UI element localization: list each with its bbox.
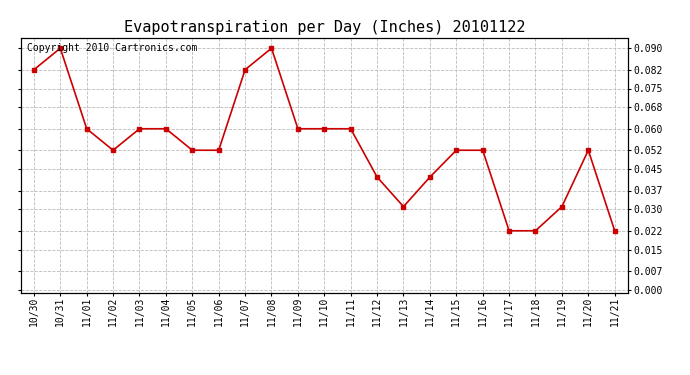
Text: Copyright 2010 Cartronics.com: Copyright 2010 Cartronics.com (27, 43, 197, 52)
Title: Evapotranspiration per Day (Inches) 20101122: Evapotranspiration per Day (Inches) 2010… (124, 20, 525, 35)
